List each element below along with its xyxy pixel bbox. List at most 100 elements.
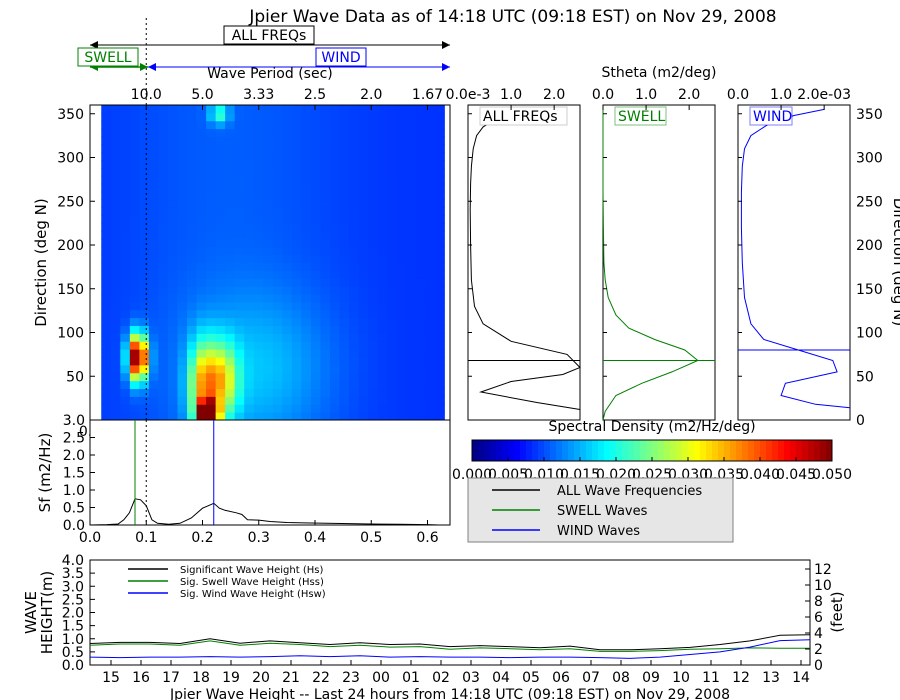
heatmap-cell — [425, 152, 436, 161]
heatmap-cell — [158, 120, 169, 130]
heatmap-cell — [110, 254, 121, 264]
heatmap-cell — [263, 309, 274, 319]
heatmap-cell — [120, 388, 131, 397]
stheta-curve-swell — [602, 109, 699, 421]
heatmap-cell — [301, 136, 312, 145]
heatmap-cell — [167, 380, 178, 390]
heatmap-cell — [110, 246, 121, 256]
heatmap-cell — [330, 223, 341, 232]
heatmap-cell — [129, 372, 140, 382]
heatmap-cell — [110, 357, 121, 366]
heatmap-cell — [225, 309, 236, 319]
heatmap-cell — [244, 136, 255, 145]
heatmap-cell — [291, 199, 302, 208]
stheta-panel-frame — [602, 104, 716, 421]
heatmap-cell — [349, 207, 360, 216]
heatmap-cell — [415, 357, 426, 366]
heatmap-cell — [434, 349, 445, 358]
heatmap-cell — [272, 168, 283, 177]
wave-height-xtick-label: 23 — [342, 670, 360, 686]
heatmap-cell — [272, 105, 283, 114]
heatmap-cell — [215, 128, 226, 138]
heatmap-cell — [377, 262, 388, 271]
heatmap-cell — [187, 246, 198, 256]
heatmap-cell — [310, 364, 321, 374]
heatmap-cell — [339, 152, 350, 161]
colorbar-segment — [604, 440, 611, 461]
heatmap-cell — [139, 380, 150, 390]
stheta-title: Stheta (m2/deg) — [602, 65, 717, 81]
heatmap-cell — [310, 144, 321, 153]
heatmap-cell — [368, 333, 379, 342]
heatmap-cell — [349, 215, 360, 224]
heatmap-cell — [291, 183, 302, 193]
heatmap-cell — [158, 175, 169, 185]
colorbar-segment — [616, 440, 623, 461]
heatmap-cell — [120, 364, 131, 374]
heatmap-cell — [167, 128, 178, 138]
all-freqs-box — [223, 25, 315, 45]
colorbar: Spectral Density (m2/Hz/deg)0.0000.0050.… — [452, 419, 852, 483]
heatmap-cell — [291, 168, 302, 177]
heatmap-cell — [148, 380, 159, 390]
heatmap-cell — [263, 349, 274, 358]
heatmap-cell — [234, 372, 245, 382]
heatmap-cell — [101, 223, 112, 232]
heatmap-cell — [225, 238, 236, 248]
heatmap-cell — [253, 388, 264, 397]
heatmap-cell — [158, 223, 169, 232]
heatmap-cell — [206, 128, 217, 138]
heatmap-cell — [139, 223, 150, 232]
heatmap-cell — [434, 199, 445, 208]
heatmap-cell — [339, 278, 350, 287]
heatmap-cell — [434, 262, 445, 271]
colorbar-tick-label: 0.040 — [740, 467, 780, 483]
heatmap-cell — [253, 191, 264, 201]
heatmap-cell — [406, 105, 417, 114]
heatmap-cell — [272, 183, 283, 193]
heatmap-cell — [282, 388, 293, 397]
colorbar-segment — [820, 440, 827, 461]
heatmap-cell — [425, 294, 436, 303]
heatmap-cell — [349, 325, 360, 334]
stheta-ytick-label: 50 — [856, 369, 874, 385]
heatmap-cell — [396, 357, 407, 366]
heatmap-cell — [244, 270, 255, 279]
heatmap-cell — [244, 333, 255, 342]
heatmap-cell — [101, 396, 112, 405]
heatmap-cell — [358, 294, 369, 303]
heatmap-cell — [215, 325, 226, 334]
heatmap-cell — [177, 388, 188, 397]
heatmap-cell — [215, 388, 226, 397]
heatmap-cell — [368, 325, 379, 334]
heatmap-cell — [206, 223, 217, 232]
heatmap-cell — [206, 341, 217, 350]
heatmap-cell — [339, 168, 350, 177]
heatmap-cell — [139, 278, 150, 287]
heatmap-cell — [120, 325, 131, 334]
heatmap-cell — [253, 364, 264, 374]
heatmap-cell — [263, 112, 274, 122]
heatmap-cell — [301, 238, 312, 248]
heatmap-cell — [434, 286, 445, 295]
heatmap-cell — [291, 317, 302, 327]
heatmap-cell — [253, 183, 264, 193]
stheta-label-box — [479, 106, 568, 126]
heatmap-cell — [253, 215, 264, 224]
heatmap-cell — [139, 388, 150, 397]
heatmap-cell — [120, 341, 131, 350]
heatmap-cell — [282, 278, 293, 287]
heatmap-cell — [349, 191, 360, 201]
heatmap-cell — [434, 231, 445, 240]
heatmap-cell — [148, 223, 159, 232]
heatmap-cell — [148, 183, 159, 193]
heatmap-cell — [320, 175, 331, 185]
heatmap-cell — [320, 294, 331, 303]
heatmap-cell — [415, 160, 426, 169]
heatmap-cell — [234, 412, 245, 421]
heatmap-cell — [434, 160, 445, 169]
colorbar-segment — [538, 440, 545, 461]
heatmap-cell — [253, 341, 264, 350]
heatmap-cell — [396, 231, 407, 240]
heatmap-cell — [206, 199, 217, 208]
